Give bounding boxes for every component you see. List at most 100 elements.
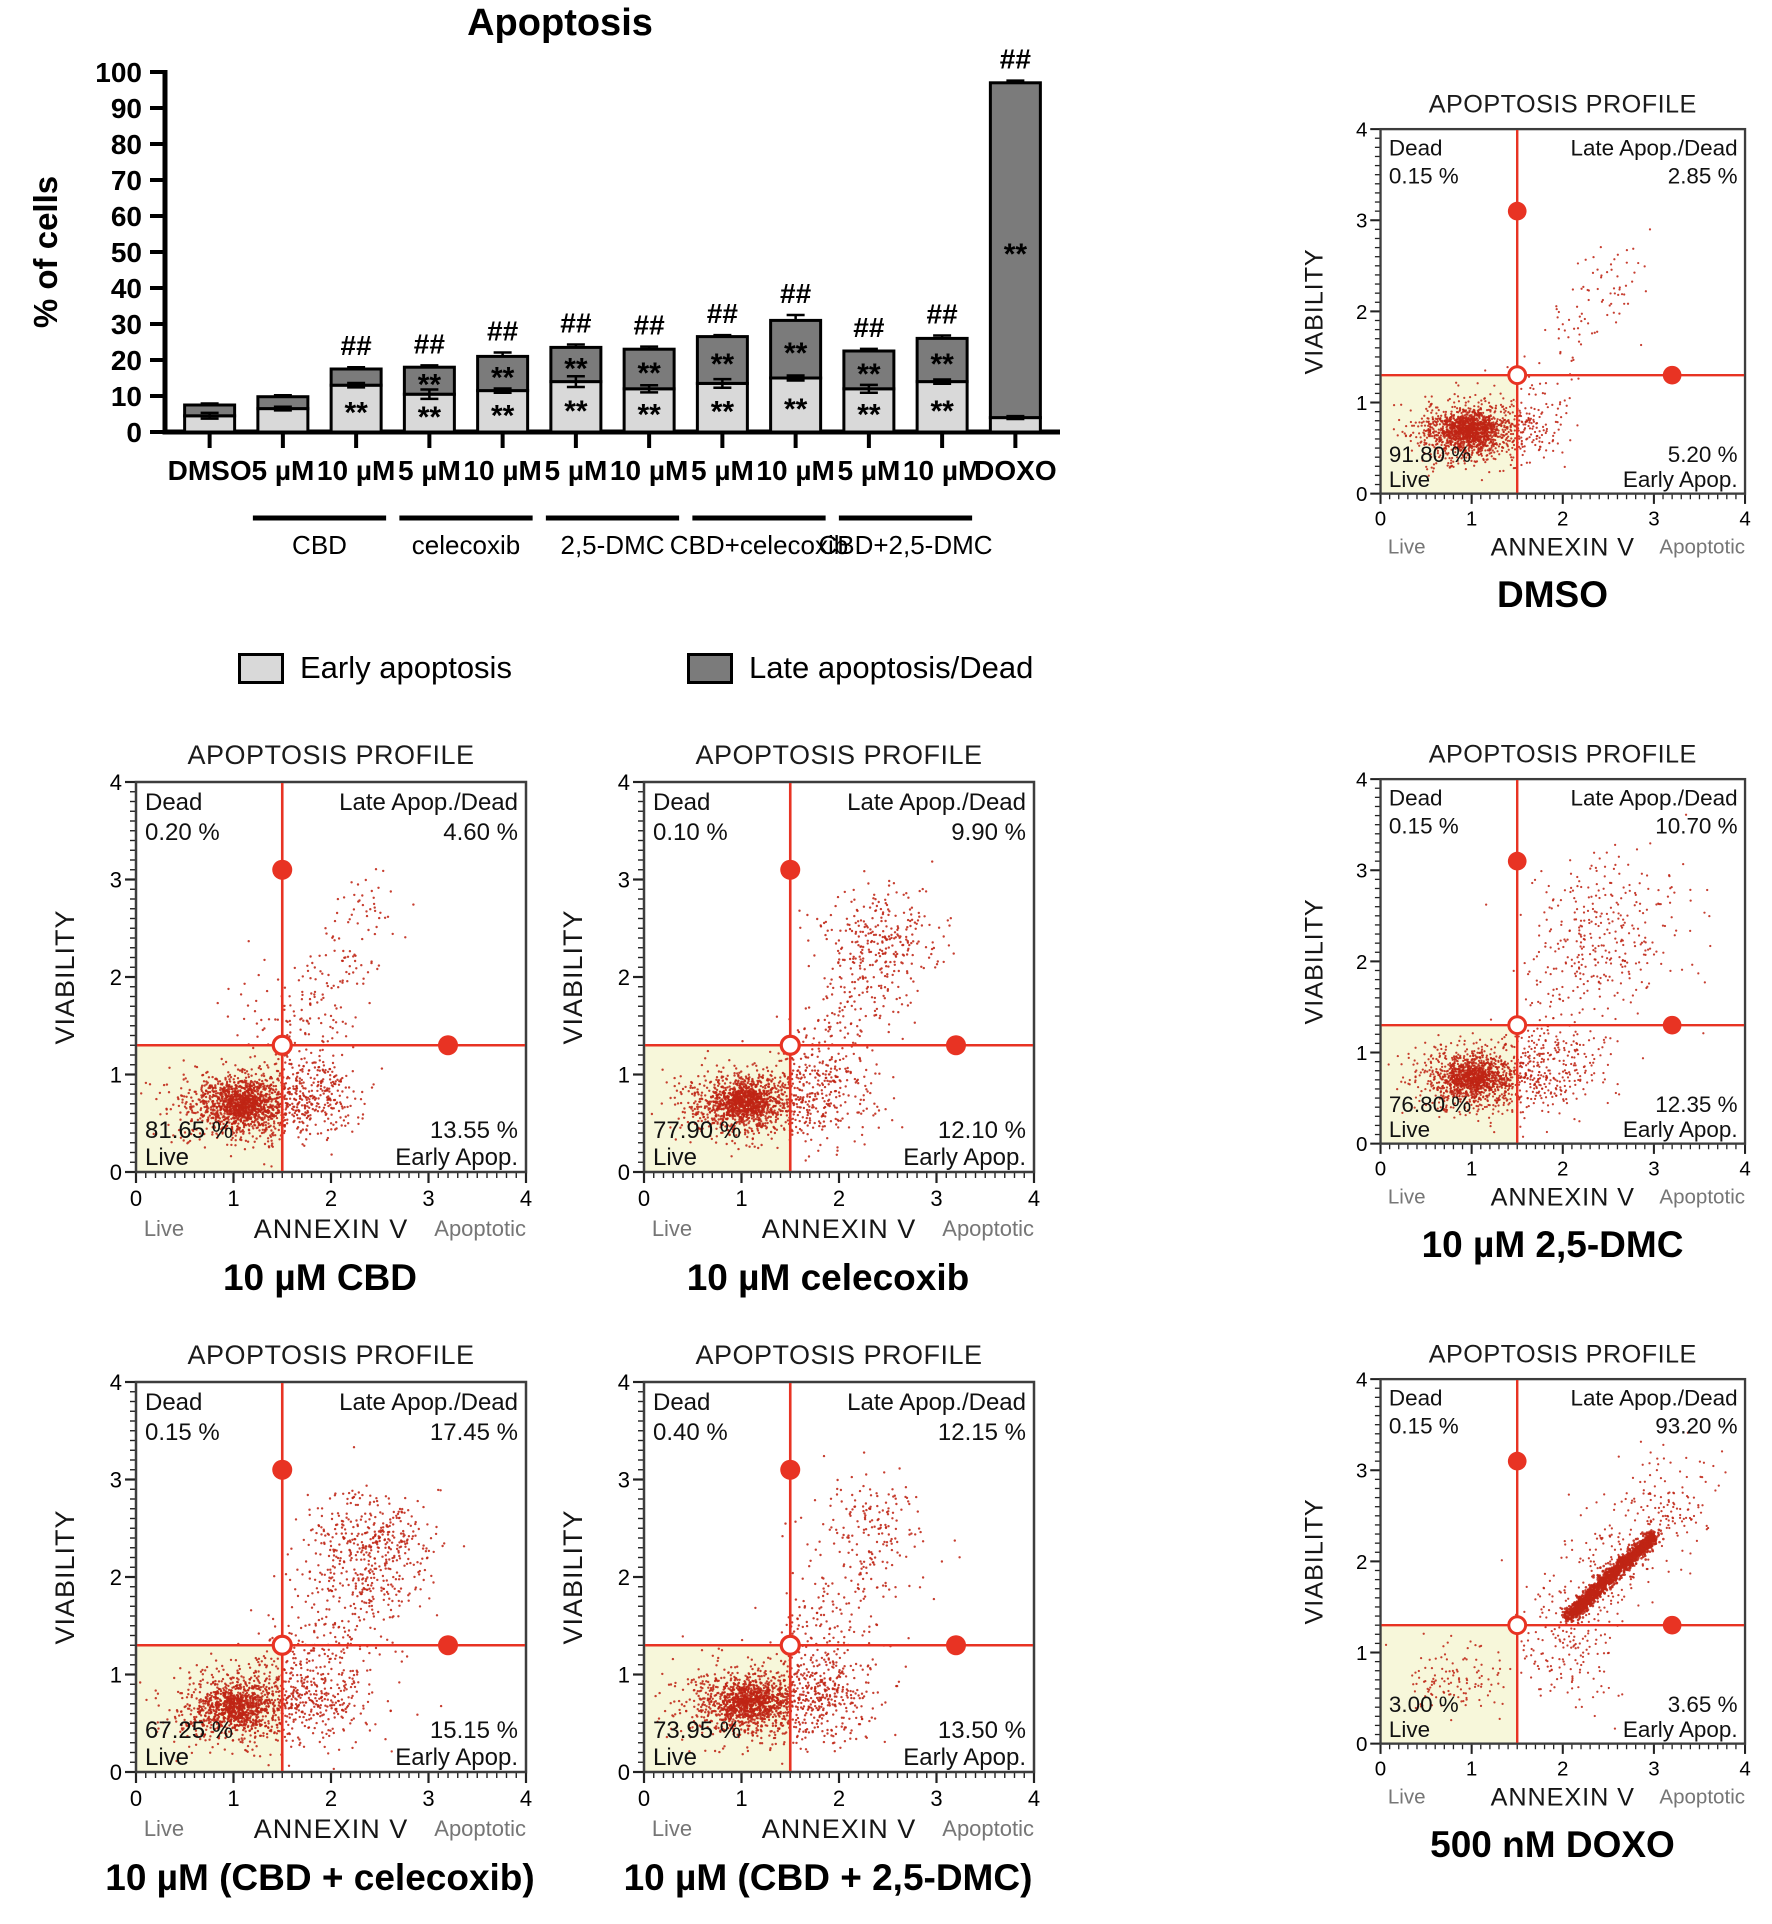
svg-text:CBD: CBD (292, 530, 347, 560)
svg-text:APOPTOSIS PROFILE: APOPTOSIS PROFILE (1429, 90, 1697, 118)
svg-text:Early Apop.: Early Apop. (1623, 467, 1738, 492)
svg-text:##: ## (853, 312, 885, 343)
svg-text:2: 2 (1557, 507, 1568, 530)
svg-text:70: 70 (111, 165, 142, 196)
svg-text:ANNEXIN V: ANNEXIN V (254, 1214, 409, 1243)
svg-text:% of cells: % of cells (27, 176, 64, 328)
svg-text:3: 3 (618, 868, 630, 893)
svg-text:30: 30 (111, 309, 142, 340)
svg-text:91.80 %: 91.80 % (1389, 442, 1471, 467)
bar-legend: Early apoptosis Late apoptosis/Dead (238, 650, 1033, 686)
svg-text:10 µM: 10 µM (317, 455, 395, 486)
svg-text:##: ## (414, 328, 446, 359)
svg-text:2,5-DMC: 2,5-DMC (560, 530, 664, 560)
scatter-panel-celecoxib: APOPTOSIS PROFILE 0 0 1 1 2 2 3 3 4 4 Dead 0.10 % Lat… (558, 738, 1098, 1299)
svg-text:5 µM: 5 µM (398, 455, 461, 486)
svg-text:90: 90 (111, 93, 142, 124)
svg-text:80: 80 (111, 129, 142, 160)
svg-text:2: 2 (110, 965, 122, 990)
svg-text:DOXO: DOXO (974, 455, 1056, 486)
svg-text:Late Apop./Dead: Late Apop./Dead (1570, 135, 1737, 160)
scatter-panel-cbd-dmc: APOPTOSIS PROFILE 0 0 1 1 2 2 3 3 4 4 Dead 0.40 % Lat… (558, 1338, 1098, 1899)
svg-text:3: 3 (1356, 210, 1367, 233)
svg-text:Apoptotic: Apoptotic (434, 1216, 526, 1241)
svg-text:4: 4 (1739, 507, 1750, 530)
svg-text:5 µM: 5 µM (251, 455, 314, 486)
svg-text:**: ** (1004, 238, 1028, 271)
legend-label-late: Late apoptosis/Dead (748, 650, 1034, 685)
svg-text:1: 1 (1466, 507, 1477, 530)
svg-text:0: 0 (130, 1186, 142, 1211)
svg-text:**: ** (857, 358, 881, 391)
svg-text:4.60 %: 4.60 % (443, 819, 518, 846)
svg-text:**: ** (418, 401, 442, 434)
svg-text:3: 3 (930, 1186, 942, 1211)
scatter-caption-cbd-dmc: 10 µM (CBD + 2,5-DMC) (623, 1857, 1033, 1898)
svg-text:##: ## (341, 330, 373, 361)
svg-text:0: 0 (1356, 483, 1367, 506)
svg-text:1: 1 (1356, 392, 1367, 415)
svg-text:1: 1 (227, 1186, 239, 1211)
apoptosis-profile-plot-cbd: APOPTOSIS PROFILE 00 1 1 2 2 3 3 4 4 Dead 0.20 % Lat… (50, 740, 532, 1243)
legend-item-early: Early apoptosis (238, 650, 512, 686)
svg-text:Early Apop.: Early Apop. (395, 1144, 518, 1171)
svg-text:Live: Live (145, 1144, 189, 1171)
svg-text:**: ** (491, 362, 515, 395)
scatter-caption-doxo: 500 nM DOXO (1430, 1824, 1675, 1865)
svg-text:3: 3 (1648, 507, 1659, 530)
svg-text:**: ** (637, 357, 661, 390)
svg-text:20: 20 (111, 345, 142, 376)
svg-text:3: 3 (110, 868, 122, 893)
svg-text:5.20 %: 5.20 % (1668, 442, 1738, 467)
scatter-caption-cbd: 10 µM CBD (222, 1257, 417, 1298)
svg-text:Live: Live (1389, 467, 1430, 492)
svg-text:**: ** (930, 395, 954, 428)
scatter-caption-celecoxib: 10 µM celecoxib (686, 1257, 970, 1298)
svg-text:10: 10 (111, 381, 142, 412)
svg-text:1: 1 (735, 1186, 747, 1211)
svg-text:0: 0 (638, 1186, 650, 1211)
scatter-caption-cbd-celecoxib: 10 µM (CBD + celecoxib) (105, 1857, 535, 1898)
svg-text:0: 0 (618, 1160, 630, 1185)
svg-text:Live: Live (144, 1216, 184, 1241)
svg-text:2: 2 (618, 965, 630, 990)
scatter-panel-dmc: APOPTOSIS PROFILE 0 0 1 1 2 2 3 3 4 4 Dead 0.15 % Lat… (1300, 738, 1772, 1266)
svg-text:##: ## (707, 298, 739, 329)
svg-text:APOPTOSIS PROFILE: APOPTOSIS PROFILE (187, 740, 474, 770)
svg-text:##: ## (780, 278, 812, 309)
svg-text:4: 4 (1356, 119, 1367, 142)
svg-text:**: ** (857, 398, 881, 431)
svg-text:celecoxib: celecoxib (412, 530, 520, 560)
svg-text:Dead: Dead (1389, 135, 1443, 160)
svg-text:60: 60 (111, 201, 142, 232)
legend-swatch-late-icon (686, 652, 733, 684)
svg-text:CBD+celecoxib: CBD+celecoxib (670, 530, 848, 560)
figure-title: Apoptosis (467, 2, 653, 44)
svg-text:5 µM: 5 µM (544, 455, 607, 486)
svg-text:**: ** (491, 399, 515, 432)
legend-swatch-early-icon (238, 652, 284, 684)
svg-text:**: ** (344, 397, 368, 430)
svg-text:10 µM: 10 µM (756, 455, 834, 486)
svg-text:Dead: Dead (145, 789, 202, 816)
legend-label-early: Early apoptosis (300, 650, 512, 685)
svg-text:2.85 %: 2.85 % (1668, 163, 1738, 188)
svg-text:4: 4 (110, 770, 122, 795)
svg-text:2: 2 (325, 1186, 337, 1211)
svg-text:##: ## (487, 315, 519, 346)
svg-text:VIABILITY: VIABILITY (1301, 248, 1329, 374)
svg-text:0.20 %: 0.20 % (145, 819, 220, 846)
svg-text:3: 3 (422, 1186, 434, 1211)
svg-text:CBD+2,5-DMC: CBD+2,5-DMC (818, 530, 992, 560)
svg-text:Late Apop./Dead: Late Apop./Dead (339, 789, 518, 816)
scatter-panel-cbd: APOPTOSIS PROFILE 0 0 1 1 2 2 3 3 4 4 Dead 0.20 % Lat… (50, 738, 590, 1299)
scatter-panel-doxo: APOPTOSIS PROFILE 0 0 1 1 2 2 3 3 4 4 Dead 0.15 % Lat… (1300, 1338, 1772, 1866)
svg-text:81.65 %: 81.65 % (145, 1117, 233, 1144)
svg-text:##: ## (1000, 44, 1032, 75)
